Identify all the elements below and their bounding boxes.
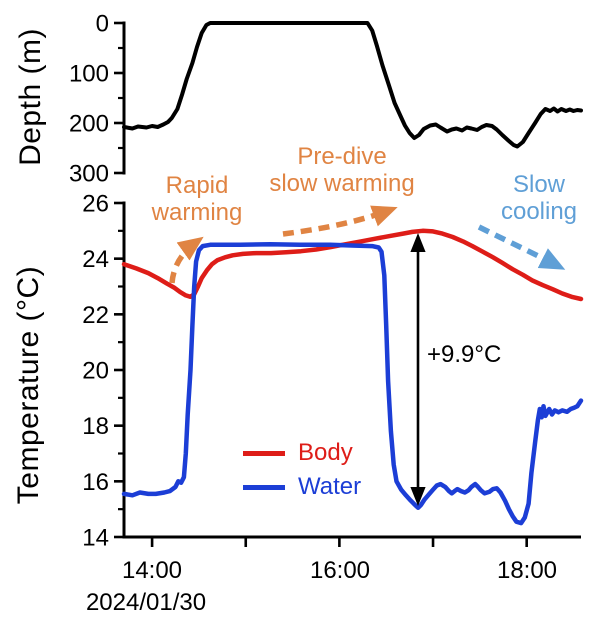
rapid-warming-annotation: Rapid warming — [152, 172, 243, 226]
depth-y-tick-label: 300 — [69, 161, 109, 188]
temperature-y-tick-label: 22 — [82, 302, 109, 329]
depth-line — [122, 21, 583, 149]
x-tick-label-1400: 14:00 — [121, 557, 183, 584]
annotation-line: slow warming — [269, 170, 415, 197]
delta-temperature-arrow — [410, 233, 426, 506]
depth-axis-title: Depth (m) — [14, 28, 47, 166]
temperature-y-tick-label: 18 — [82, 413, 109, 440]
annotation-line: Slow — [512, 171, 566, 198]
x-tick-label-1800: 18:00 — [496, 557, 558, 584]
axes-layer: 0 100 200 300 14 16 18 20 22 24 26 — [69, 11, 581, 552]
series-layer — [121, 21, 584, 526]
annotation-line: cooling — [500, 198, 578, 225]
depth-y-tick-label: 0 — [96, 11, 109, 38]
pre-dive-slow-warming-annotation: Pre-dive slow warming — [269, 143, 414, 197]
slow-cooling-arrow — [477, 224, 566, 270]
body-line-swatch — [243, 450, 285, 456]
temperature-y-tick-label: 26 — [82, 191, 109, 218]
temperature-y-tick-label: 20 — [82, 358, 109, 385]
annotation-line: Pre-dive — [297, 143, 387, 170]
slow-cooling-annotation: Slow cooling — [501, 171, 577, 225]
temperature-axis-title: Temperature (°C) — [12, 265, 45, 505]
pre-dive-warming-arrow — [282, 205, 398, 237]
legend-item-body: Body — [243, 436, 361, 470]
date-label: 2024/01/30 — [85, 589, 207, 616]
depth-y-tick-label: 200 — [69, 111, 109, 138]
legend-item-water: Water — [243, 470, 361, 504]
legend-label-water: Water — [298, 473, 362, 500]
water-line — [121, 241, 584, 526]
water-line-swatch — [243, 484, 285, 490]
annotation-line: warming — [151, 199, 243, 226]
legend-label-body: Body — [298, 439, 353, 466]
temperature-y-tick-label: 14 — [82, 525, 109, 552]
legend: Body Water — [243, 436, 361, 504]
rapid-warming-arrow — [169, 236, 204, 284]
temperature-y-tick-label: 24 — [82, 246, 109, 273]
annotation-arrows-layer — [169, 205, 566, 506]
x-tick-label-1600: 16:00 — [309, 557, 371, 584]
annotation-line: Rapid — [165, 172, 229, 199]
delta-temperature-label: +9.9°C — [427, 341, 502, 368]
temperature-y-tick-label: 16 — [82, 469, 109, 496]
depth-y-tick-label: 100 — [69, 61, 109, 88]
